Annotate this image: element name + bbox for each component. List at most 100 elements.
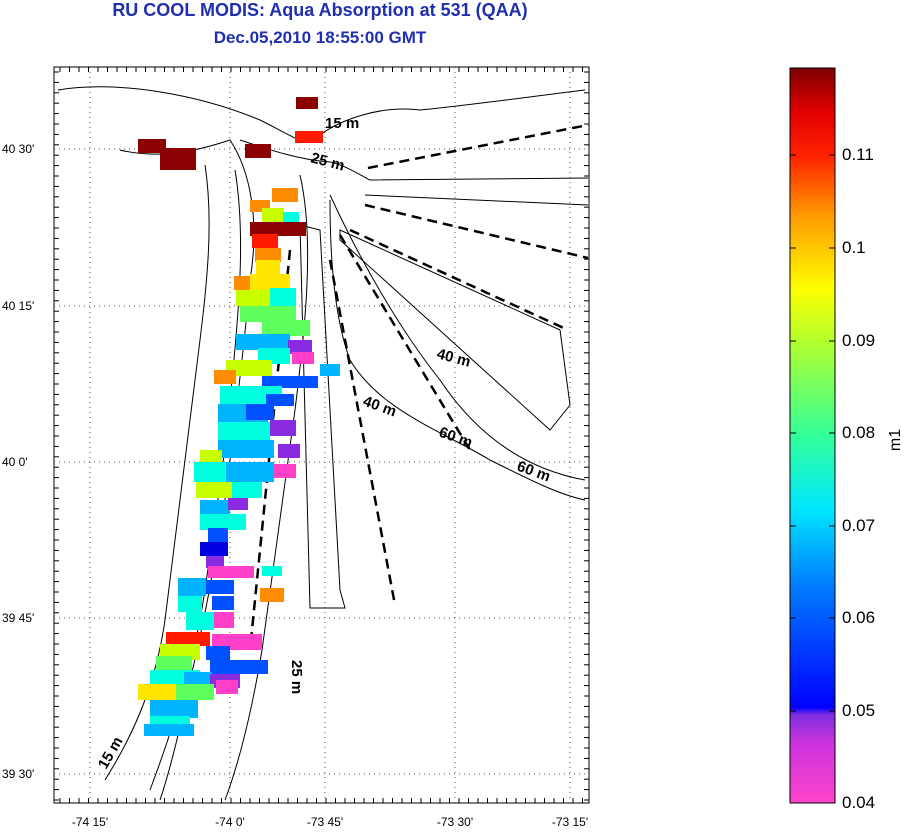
data-pixel: [236, 334, 290, 350]
isobath-15m: [104, 164, 210, 781]
transect-4: [338, 234, 472, 451]
data-pixel: [206, 646, 230, 660]
y-tick-label: 39 30': [2, 767, 34, 781]
data-pixel: [270, 288, 296, 306]
data-pixel: [150, 716, 190, 726]
data-pixel: [200, 542, 228, 556]
map-ticks: [54, 67, 589, 803]
y-tick-label: 40 30': [2, 142, 34, 156]
data-pixel: [245, 144, 271, 158]
data-pixel: [226, 462, 274, 482]
data-pixel: [240, 306, 296, 322]
x-tick-label: -74 15': [72, 815, 108, 829]
data-pixel: [234, 276, 254, 290]
data-pixel: [320, 364, 340, 376]
data-pixel: [184, 672, 212, 686]
data-pixel: [214, 370, 236, 384]
transect-1: [367, 123, 589, 170]
data-pixel: [156, 656, 192, 672]
data-pixel: [228, 498, 248, 510]
colorbar-tick-label: 0.08: [842, 423, 875, 442]
colorbar-axis-label: m1: [887, 429, 904, 451]
colorbar-tick-label: 0.1: [842, 238, 866, 257]
data-pixel: [178, 596, 202, 612]
colorbar-tick-labels: 0.11 0.1 0.09 0.08 0.07 0.06 0.05 0.04: [842, 145, 875, 812]
data-pixel: [250, 274, 290, 290]
data-pixel: [176, 684, 214, 700]
x-tick-label: -73 45': [307, 815, 343, 829]
map-frame: [53, 66, 590, 804]
colorbar: 0.11 0.1 0.09 0.08 0.07 0.06 0.05 0.04 m…: [789, 67, 904, 812]
x-tick-label: -73 30': [437, 815, 473, 829]
data-pixel: [206, 580, 234, 594]
map-subtitle: Dec.05,2010 18:55:00 GMT: [213, 28, 427, 47]
data-pixel: [214, 612, 234, 628]
map-title: RU COOL MODIS: Aqua Absorption at 531 (Q…: [112, 0, 528, 20]
colorbar-tick-label: 0.11: [842, 145, 874, 164]
data-pixel: [212, 596, 234, 610]
data-pixel: [283, 212, 299, 224]
data-pixel: [260, 588, 284, 602]
data-pixel: [226, 360, 272, 376]
data-pixel: [208, 566, 254, 578]
y-tick-label: 40 0': [2, 455, 28, 469]
data-pixel: [206, 556, 224, 568]
colorbar-tick-label: 0.07: [842, 516, 875, 535]
y-tick-labels: 40 30' 40 15' 40 0' 39 45' 39 30': [2, 142, 34, 781]
data-pixel: [178, 578, 206, 596]
shelf-line: [364, 194, 589, 206]
data-pixel: [274, 464, 296, 478]
transect-2: [364, 203, 589, 260]
data-pixel: [138, 684, 180, 700]
x-tick-label: -74 0': [215, 815, 245, 829]
x-tick-labels: -74 15' -74 0' -73 45' -73 30' -73 15': [72, 815, 588, 829]
data-pixel: [144, 724, 194, 736]
contour-label-15m-north: 15 m: [325, 115, 359, 132]
data-pixel: [266, 394, 294, 406]
data-pixel: [200, 500, 230, 516]
data-pixel: [208, 528, 228, 542]
canyon-box: [339, 229, 571, 431]
data-pixel: [278, 444, 300, 458]
data-pixel: [150, 700, 198, 718]
data-pixel: [292, 352, 314, 364]
data-pixel: [200, 450, 222, 464]
data-pixel: [295, 131, 323, 143]
data-pixel: [288, 340, 312, 354]
data-pixel: [218, 422, 270, 440]
data-pixel: [262, 376, 318, 388]
y-tick-label: 39 45': [2, 611, 34, 625]
contour-label-25m-south: 25 m: [288, 660, 305, 694]
data-pixel: [252, 234, 278, 248]
data-pixel: [216, 680, 238, 694]
isobath-25m: [224, 174, 309, 801]
data-pixel: [160, 148, 196, 170]
map-grid: [54, 67, 589, 803]
transect-5: [328, 259, 397, 606]
data-pixel: [232, 482, 262, 498]
data-pixel: [246, 404, 274, 420]
data-pixel: [138, 139, 166, 153]
colorbar-tick-label: 0.09: [842, 331, 875, 350]
colorbar-ticks: [790, 154, 835, 804]
data-pixel: [272, 188, 298, 202]
data-pixel: [218, 440, 274, 458]
colorbar-tick-label: 0.06: [842, 608, 875, 627]
isobath-60m: [329, 194, 586, 481]
x-tick-label: -73 15': [552, 815, 588, 829]
data-pixel: [196, 482, 240, 498]
data-pixel: [262, 320, 310, 336]
data-pixel: [210, 660, 268, 674]
y-tick-label: 40 15': [2, 299, 34, 313]
data-pixel: [250, 222, 306, 236]
data-pixel: [186, 612, 214, 630]
colorbar-gradient: [789, 67, 836, 804]
transect-3: [349, 228, 569, 332]
data-pixel: [256, 260, 280, 274]
absorption-pixels: [138, 97, 340, 736]
colorbar-tick-label: 0.04: [842, 793, 875, 812]
data-pixel: [255, 248, 281, 262]
map-figure: 15 m 25 m 40 m 40 m 60 m 60 m 25 m 15 m …: [2, 66, 590, 829]
data-pixel: [270, 420, 296, 436]
data-pixel: [296, 97, 318, 109]
